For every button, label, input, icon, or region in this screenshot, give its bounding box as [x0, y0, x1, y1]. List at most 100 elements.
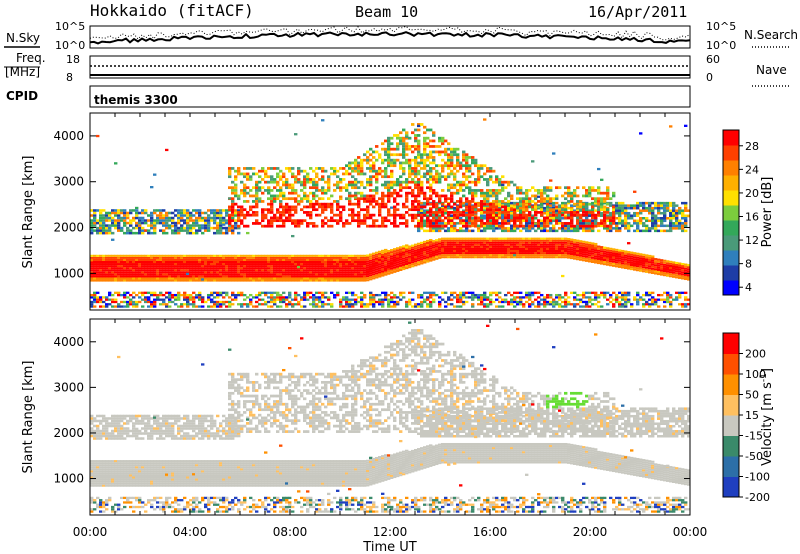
- data-cell: [141, 279, 145, 282]
- data-cell: [228, 216, 232, 220]
- data-cell: [99, 254, 103, 257]
- data-cell: [540, 222, 544, 225]
- data-cell: [351, 269, 355, 272]
- data-cell: [144, 298, 148, 301]
- data-cell: [309, 178, 313, 181]
- data-cell: [213, 221, 217, 225]
- data-cell: [321, 271, 325, 274]
- data-cell: [483, 209, 487, 212]
- data-cell: [423, 240, 427, 243]
- data-cell: [315, 275, 319, 278]
- data-cell: [276, 194, 280, 198]
- data-cell: [336, 279, 340, 282]
- data-cell: [141, 267, 145, 270]
- data-cell: [363, 279, 367, 282]
- data-cell: [159, 254, 163, 257]
- data-cell: [561, 241, 565, 244]
- data-cell: [180, 263, 184, 266]
- data-cell: [372, 224, 376, 228]
- data-cell: [114, 211, 118, 215]
- data-cell: [552, 305, 556, 308]
- data-cell: [111, 238, 115, 241]
- data-cell: [288, 273, 292, 276]
- data-cell: [564, 211, 568, 214]
- data-cell: [480, 239, 484, 242]
- data-cell: [285, 254, 289, 257]
- data-cell: [384, 219, 388, 223]
- data-cell: [303, 191, 307, 195]
- data-cell: [129, 273, 133, 276]
- data-cell: [267, 279, 271, 282]
- data-cell: [480, 164, 484, 168]
- data-cell: [378, 250, 382, 253]
- data-cell: [327, 303, 331, 306]
- data-cell: [264, 258, 268, 261]
- data-cell: [282, 219, 286, 223]
- data-cell: [483, 202, 487, 206]
- data-cell: [474, 214, 478, 217]
- data-cell: [297, 260, 301, 264]
- data-cell: [195, 219, 199, 222]
- data-cell: [312, 180, 316, 184]
- data-cell: [459, 293, 463, 297]
- data-cell: [150, 279, 154, 282]
- data-cell: [444, 291, 448, 294]
- data-cell: [483, 118, 487, 121]
- data-cell: [429, 139, 433, 143]
- data-cell: [504, 256, 508, 259]
- data-cell: [195, 305, 199, 308]
- data-cell: [297, 266, 301, 269]
- data-cell: [105, 214, 109, 217]
- data-cell: [276, 183, 280, 187]
- data-cell: [138, 216, 142, 220]
- data-cell: [375, 186, 379, 190]
- data-cell: [465, 153, 469, 157]
- data-cell: [324, 275, 328, 278]
- data-cell: [357, 202, 361, 206]
- data-cell: [429, 249, 433, 252]
- data-cell: [312, 197, 316, 201]
- data-cell: [456, 237, 460, 240]
- data-cell: [261, 298, 265, 301]
- data-cell: [90, 271, 94, 274]
- data-cell: [561, 254, 565, 257]
- data-cell: [483, 293, 487, 297]
- data-cell: [453, 153, 457, 157]
- data-cell: [327, 189, 331, 192]
- data-cell: [555, 201, 559, 205]
- data-cell: [537, 191, 541, 195]
- data-cell: [114, 305, 118, 308]
- data-cell: [192, 219, 196, 222]
- data-cell: [429, 305, 433, 308]
- data-cell: [306, 213, 310, 217]
- data-cell: [345, 186, 349, 190]
- data-cell: [189, 263, 193, 266]
- data-cell: [399, 139, 403, 143]
- data-cell: [105, 211, 109, 215]
- data-cell: [270, 202, 274, 206]
- data-cell: [405, 260, 409, 263]
- data-cell: [453, 256, 457, 259]
- data-cell: [555, 219, 559, 223]
- data-cell: [219, 260, 223, 264]
- data-cell: [150, 303, 154, 306]
- data-cell: [351, 273, 355, 276]
- data-cell: [540, 254, 544, 257]
- data-cell: [327, 175, 331, 179]
- data-cell: [363, 305, 367, 308]
- data-cell: [168, 296, 172, 299]
- data-cell: [144, 271, 148, 274]
- data-cell: [315, 265, 319, 268]
- data-cell: [435, 241, 439, 244]
- data-cell: [519, 191, 523, 195]
- data-cell: [420, 300, 424, 304]
- data-cell: [546, 303, 550, 306]
- data-cell: [279, 293, 283, 297]
- data-cell: [456, 229, 460, 232]
- data-cell: [432, 139, 436, 143]
- data-cell: [522, 224, 526, 228]
- data-cell: [138, 296, 142, 299]
- data-cell: [360, 161, 364, 165]
- data-cell: [480, 245, 484, 248]
- data-cell: [330, 275, 334, 278]
